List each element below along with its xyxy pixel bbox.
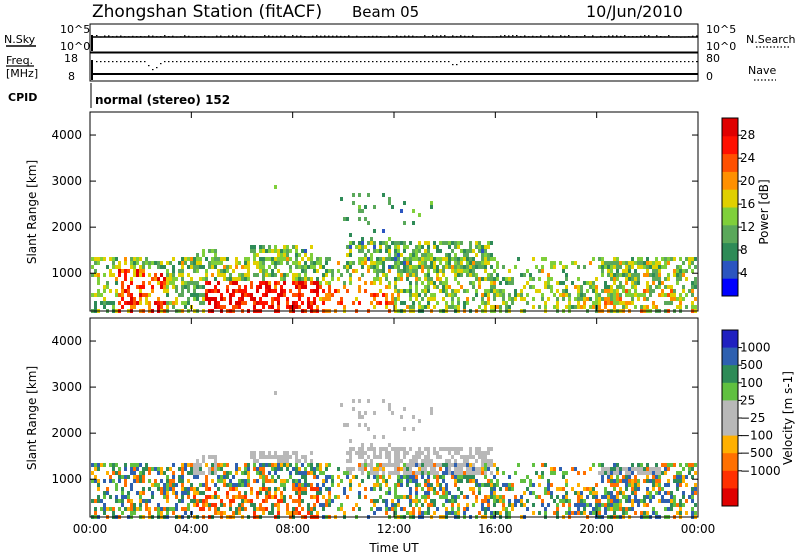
freq-tick-bottom-left: 8 [68,70,75,83]
power-cbar-tick-2: 12 [740,220,755,234]
nsky-tick-bottom-left: 10^0 [60,40,90,53]
velocity-y-tick-3: 4000 [51,334,82,348]
power-y-tick-1: 2000 [51,220,82,234]
x-tick-1: 04:00 [174,522,209,536]
freq-tick-top-left: 18 [64,52,78,65]
cpid-panel: CPID normal (stereo) 152 [8,83,230,108]
velocity-cbar-tick-0: 1000 [740,341,771,355]
freq-panel: Freq. [MHz] 18 8 80 0 Nave [6,52,776,83]
x-tick-5: 20:00 [579,522,614,536]
x-tick-4: 16:00 [478,522,513,536]
velocity-cbar-tick-4: −25 [740,411,765,425]
nave-label: Nave [748,64,776,77]
nsky-tick-bottom-right: 10^0 [706,40,736,53]
station-title: Zhongshan Station (fitACF) [92,2,322,22]
velocity-cbar-tick-3: 25 [740,393,755,407]
power-panel: 1000 2000 3000 4000 Slant Range [km] [25,111,699,313]
x-tick-2: 08:00 [275,522,310,536]
freq-label: Freq. [6,54,33,67]
x-tick-3: 12:00 [377,522,412,536]
freq-unit: [MHz] [6,67,38,80]
freq-trace [91,60,698,80]
power-cbar-tick-4: 20 [740,174,755,188]
velocity-y-axis-label: Slant Range [km] [25,366,39,470]
beam-label: Beam 05 [352,3,419,21]
date-label: 10/Jun/2010 [586,2,683,21]
x-axis-label: Time UT [368,541,419,554]
power-colorbar-label: Power [dB] [757,179,771,244]
freq-tick-top-right: 80 [706,52,720,65]
velocity-cbar-tick-7: −1000 [740,464,781,478]
time-x-ticks: 00:00 04:00 08:00 12:00 16:00 20:00 00:00 [73,112,716,536]
nsky-tick-top-right: 10^5 [706,23,736,36]
cpid-text: normal (stereo) 152 [95,93,230,107]
velocity-cbar-tick-6: −500 [740,446,773,460]
power-y-tick-0: 1000 [51,266,82,280]
velocity-y-tick-0: 1000 [51,472,82,486]
velocity-colorbar-label: Velocity [m s-1] [781,371,795,465]
power-colorbar: 4 8 12 16 20 24 28 Power [dB] [721,117,771,297]
velocity-cbar-tick-5: −100 [740,429,773,443]
x-tick-6: 00:00 [681,522,716,536]
power-y-tick-2: 3000 [51,174,82,188]
power-y-tick-3: 4000 [51,128,82,142]
power-cbar-tick-0: 4 [740,266,748,280]
power-cbar-tick-6: 28 [740,128,755,142]
velocity-y-tick-2: 3000 [51,380,82,394]
velocity-colorbar: 1000 500 100 25 −25 −100 −500 −1000 Velocity [m… [721,329,795,507]
nsearch-label: N.Search [746,33,796,46]
nsky-panel: N.Sky 10^5 10^0 10^5 10^0 N.Search [4,23,796,53]
power-cbar-tick-1: 8 [740,243,748,257]
velocity-y-tick-1: 2000 [51,426,82,440]
nsky-label: N.Sky [4,33,36,46]
velocity-y-ticks: 1000 2000 3000 4000 [51,334,698,486]
power-cbar-tick-3: 16 [740,197,755,211]
velocity-cbar-tick-1: 500 [740,358,763,372]
nsky-trace [91,35,698,51]
power-y-ticks: 1000 2000 3000 4000 [51,128,698,280]
nsky-tick-top-left: 10^5 [60,23,90,36]
velocity-cbar-tick-2: 100 [740,376,763,390]
x-tick-0: 00:00 [73,522,108,536]
cpid-label: CPID [8,91,37,104]
velocity-heatmap-cells [91,391,697,519]
power-cbar-tick-5: 24 [740,151,755,165]
power-heatmap-cells [91,185,697,313]
power-y-axis-label: Slant Range [km] [25,160,39,264]
freq-tick-bottom-right: 0 [706,70,713,83]
